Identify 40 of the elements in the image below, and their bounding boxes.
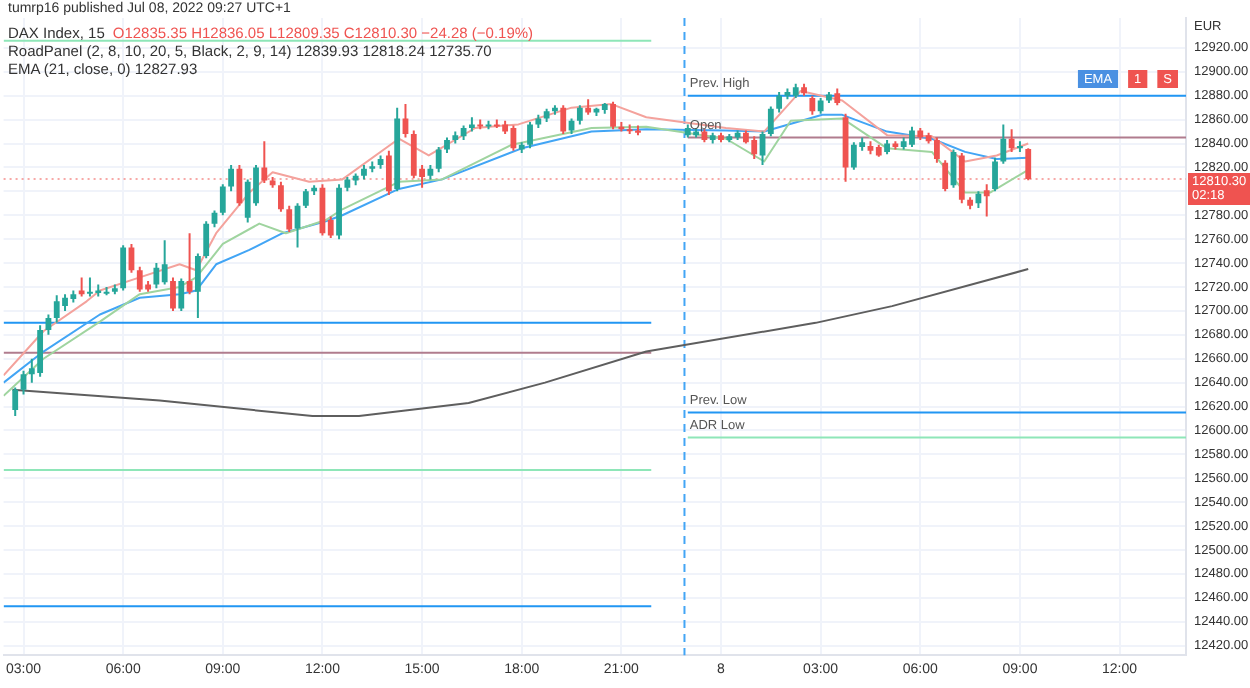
candlestick bbox=[1008, 128, 1015, 153]
candlestick bbox=[194, 252, 201, 320]
candlestick bbox=[278, 180, 284, 213]
candlestick bbox=[983, 183, 990, 218]
candlestick bbox=[435, 146, 442, 174]
candlestick bbox=[850, 141, 857, 171]
candlestick bbox=[933, 136, 940, 164]
candlestick bbox=[385, 149, 392, 196]
candlestick bbox=[336, 183, 342, 241]
candlestick bbox=[136, 265, 143, 293]
candlestick bbox=[228, 164, 235, 193]
candlestick bbox=[776, 91, 783, 114]
candlestick bbox=[178, 277, 185, 312]
candlestick bbox=[286, 204, 293, 233]
candlestick bbox=[958, 152, 965, 205]
candlestick bbox=[1025, 147, 1032, 182]
candlestick bbox=[12, 386, 19, 418]
candlestick bbox=[153, 262, 160, 290]
candlestick bbox=[560, 104, 567, 135]
candlestick bbox=[170, 276, 176, 312]
candlestick bbox=[1000, 123, 1007, 165]
candlestick bbox=[527, 121, 533, 150]
candlestick bbox=[219, 183, 226, 217]
candlestick bbox=[576, 104, 583, 126]
candlestick bbox=[610, 100, 616, 131]
candlestick bbox=[87, 276, 93, 298]
candlestick bbox=[120, 244, 127, 292]
candlestick bbox=[410, 129, 417, 180]
candlestick bbox=[909, 125, 915, 149]
candlestick bbox=[992, 156, 998, 193]
candlestick bbox=[37, 324, 44, 378]
candlestick bbox=[302, 187, 309, 210]
candlestick bbox=[203, 220, 210, 260]
candlestick bbox=[751, 135, 758, 161]
candlestick bbox=[767, 105, 774, 138]
candlestick bbox=[161, 239, 168, 286]
candlestick bbox=[809, 94, 816, 116]
candlestick bbox=[53, 294, 60, 324]
candlestick bbox=[942, 159, 949, 193]
candlestick bbox=[261, 140, 268, 184]
